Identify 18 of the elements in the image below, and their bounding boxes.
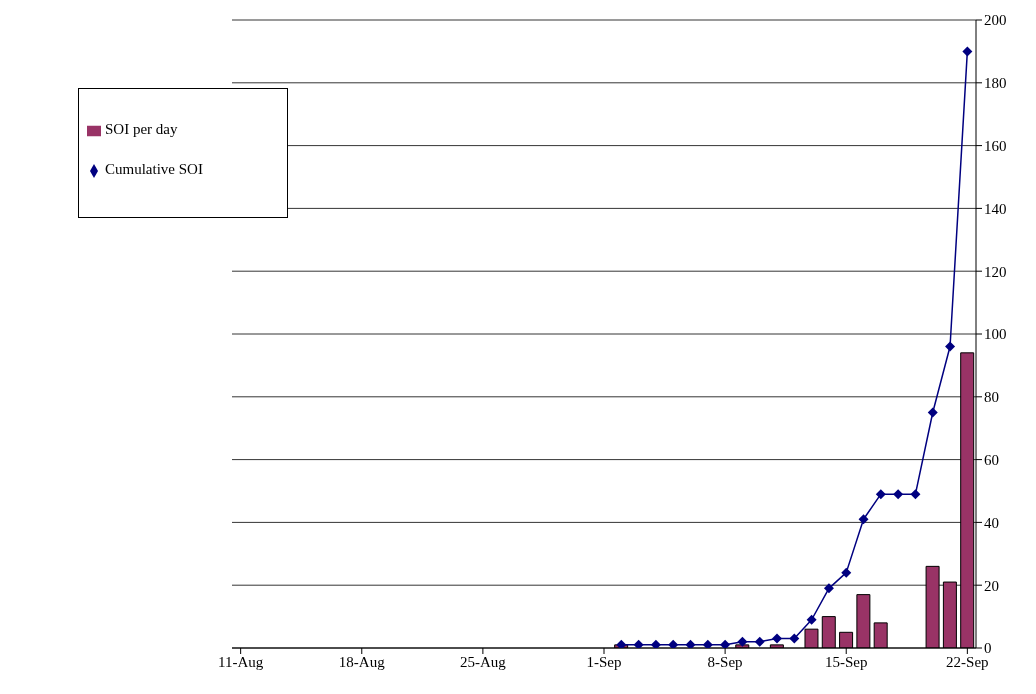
legend-label: Cumulative SOI: [105, 161, 203, 177]
x-tick-label: 18-Aug: [338, 653, 386, 670]
y-tick-label: 20: [984, 577, 999, 594]
x-tick-label: 25-Aug: [459, 653, 507, 670]
y-tick-label: 200: [984, 12, 1007, 29]
y-tick-label: 120: [984, 263, 1007, 280]
x-tick-label: 11-Aug: [218, 653, 264, 670]
y-tick-label: 60: [984, 451, 999, 468]
x-tick-label: 8-Sep: [707, 653, 743, 670]
x-tick-label: 1-Sep: [586, 653, 622, 670]
y-tick-label: 160: [984, 137, 1007, 154]
y-tick-label: 100: [984, 326, 1007, 343]
legend-label: SOI per day: [105, 121, 178, 137]
y-tick-label: 80: [984, 389, 999, 406]
y-tick-label: 180: [984, 75, 1007, 92]
y-tick-label: 40: [984, 514, 999, 531]
y-tick-label: 140: [984, 200, 1007, 217]
x-tick-label: 15-Sep: [824, 653, 868, 670]
